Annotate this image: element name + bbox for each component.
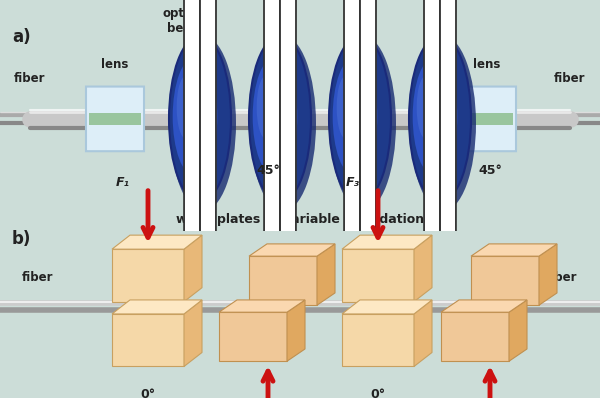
Polygon shape: [249, 256, 317, 305]
Polygon shape: [112, 235, 202, 249]
Ellipse shape: [257, 76, 275, 139]
Ellipse shape: [332, 57, 377, 176]
Ellipse shape: [173, 57, 217, 176]
Ellipse shape: [329, 36, 391, 202]
Polygon shape: [414, 300, 432, 367]
Polygon shape: [471, 256, 539, 305]
Polygon shape: [414, 235, 432, 302]
Polygon shape: [441, 300, 527, 312]
Text: b): b): [12, 230, 31, 248]
Circle shape: [344, 0, 360, 398]
Polygon shape: [342, 300, 432, 314]
FancyBboxPatch shape: [86, 87, 144, 151]
Polygon shape: [317, 244, 335, 305]
Text: fiber: fiber: [14, 72, 46, 85]
Text: 45°: 45°: [478, 164, 502, 177]
Text: 0°: 0°: [140, 388, 155, 398]
Text: 0°: 0°: [352, 112, 368, 126]
Text: fiber: fiber: [546, 271, 578, 284]
Polygon shape: [184, 235, 202, 302]
Text: 45°: 45°: [427, 112, 453, 126]
Text: F₃: F₃: [346, 176, 360, 189]
Ellipse shape: [416, 76, 436, 139]
Circle shape: [360, 0, 376, 398]
Text: 45°: 45°: [256, 164, 280, 177]
Polygon shape: [471, 244, 557, 256]
Ellipse shape: [413, 57, 457, 176]
Circle shape: [280, 0, 296, 398]
Circle shape: [424, 0, 440, 398]
Text: 0°: 0°: [370, 388, 386, 398]
Polygon shape: [184, 300, 202, 367]
Ellipse shape: [249, 36, 311, 202]
Bar: [461, 113, 513, 125]
Polygon shape: [539, 244, 557, 305]
Ellipse shape: [337, 76, 355, 139]
Polygon shape: [287, 300, 305, 361]
Text: fiber: fiber: [554, 72, 586, 85]
Ellipse shape: [410, 36, 476, 211]
Ellipse shape: [170, 36, 236, 211]
Polygon shape: [342, 249, 414, 302]
Text: wave plates of variable retardation: wave plates of variable retardation: [176, 213, 424, 226]
Ellipse shape: [250, 36, 316, 211]
Circle shape: [440, 0, 456, 398]
Polygon shape: [441, 312, 509, 361]
Ellipse shape: [330, 36, 396, 211]
Bar: [89, 113, 141, 125]
Polygon shape: [342, 235, 432, 249]
Ellipse shape: [176, 76, 196, 139]
Ellipse shape: [409, 36, 471, 202]
Text: 45°: 45°: [267, 112, 293, 126]
Polygon shape: [219, 312, 287, 361]
Polygon shape: [112, 249, 184, 302]
Polygon shape: [509, 300, 527, 361]
Circle shape: [200, 0, 216, 398]
Text: lens: lens: [101, 58, 128, 71]
Polygon shape: [112, 314, 184, 367]
Ellipse shape: [169, 36, 231, 202]
Polygon shape: [219, 300, 305, 312]
Polygon shape: [249, 244, 335, 256]
Text: 0°: 0°: [191, 112, 208, 126]
Polygon shape: [112, 300, 202, 314]
Polygon shape: [342, 314, 414, 367]
Text: F₁: F₁: [116, 176, 130, 189]
Text: fiber: fiber: [22, 271, 54, 284]
FancyBboxPatch shape: [458, 87, 516, 151]
Text: optical
beam: optical beam: [163, 7, 208, 35]
Text: a): a): [12, 28, 31, 46]
Text: lens: lens: [473, 58, 500, 71]
Circle shape: [184, 0, 200, 398]
Ellipse shape: [253, 57, 298, 176]
Circle shape: [264, 0, 280, 398]
